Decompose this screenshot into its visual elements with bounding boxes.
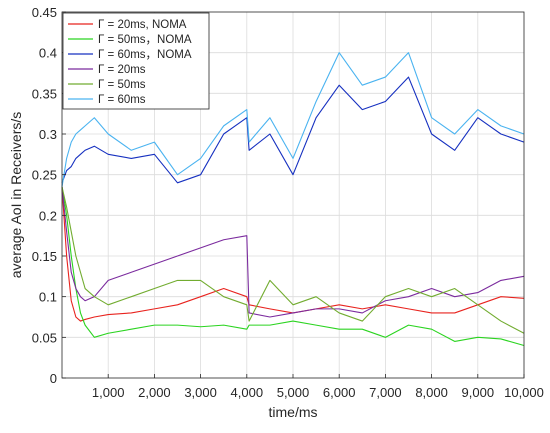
grid [62, 12, 524, 378]
axis-ticks: 0 0.05 0.1 0.15 0.2 0.25 0.3 0.35 0.4 0.45 1,000 2,… [32, 5, 544, 400]
y-tick-label: 0.35 [32, 86, 57, 101]
x-tick-label: 4,000 [231, 385, 264, 400]
x-axis-label: time/ms [269, 404, 318, 420]
series-line-3 [61, 76, 525, 184]
series-line-4 [61, 186, 525, 318]
series-line-6 [61, 52, 525, 187]
legend-box [62, 12, 210, 110]
legend-label: Γ = 20ms [98, 64, 146, 76]
x-tick-label: 9,000 [462, 385, 495, 400]
x-tick-label: 8,000 [415, 385, 448, 400]
y-tick-label: 0.25 [32, 168, 57, 183]
legend-label: Γ = 60ms [98, 94, 146, 106]
legend: Γ = 20ms, NOMA Γ = 50ms，NOMA Γ = 60ms，NOMA… [62, 12, 210, 110]
y-tick-label: 0.2 [39, 208, 57, 223]
series-line-2 [61, 186, 525, 346]
x-tick-label: 10,000 [504, 385, 544, 400]
series-line-5 [61, 186, 525, 334]
legend-label: Γ = 60ms，NOMA [98, 49, 192, 61]
y-tick-label: 0 [50, 371, 57, 386]
y-tick-label: 0.15 [32, 249, 57, 264]
y-axis-label: average AoI in Receivers/s [8, 112, 24, 279]
legend-label: Γ = 50ms [98, 79, 146, 91]
legend-label: Γ = 20ms, NOMA [98, 19, 187, 31]
y-tick-label: 0.1 [39, 290, 57, 305]
x-tick-label: 5,000 [277, 385, 310, 400]
legend-label: Γ = 50ms，NOMA [98, 34, 192, 46]
series-line-1 [61, 186, 525, 322]
y-tick-label: 0.05 [32, 330, 57, 345]
series-lines [61, 52, 525, 346]
x-tick-label: 7,000 [369, 385, 402, 400]
x-tick-label: 6,000 [323, 385, 356, 400]
x-tick-label: 2,000 [138, 385, 171, 400]
y-tick-label: 0.4 [39, 46, 57, 61]
y-tick-label: 0.3 [39, 127, 57, 142]
x-tick-label: 1,000 [92, 385, 125, 400]
y-tick-label: 0.45 [32, 5, 57, 20]
x-tick-label: 3,000 [184, 385, 217, 400]
